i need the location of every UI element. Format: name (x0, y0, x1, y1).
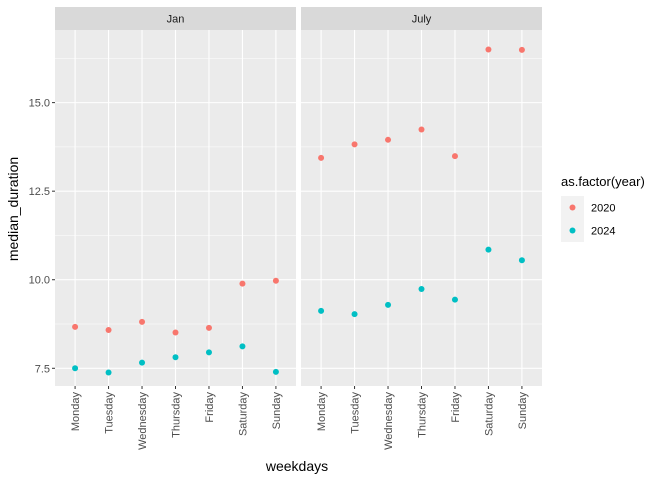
point-2020-july-saturday (485, 46, 492, 53)
facet-label-jan: Jan (167, 14, 185, 26)
facet-strip-july (301, 7, 542, 30)
x-axis: Monday Tuesday Wednesday Thursday Friday Satu… (70, 386, 529, 450)
point-2024-july-sunday (518, 257, 525, 264)
x-tick-label: Saturday (483, 392, 495, 437)
legend-label-2020: 2020 (591, 203, 615, 215)
x-tick-label: Thursday (171, 392, 183, 438)
x-tick-label: Tuesday (104, 392, 116, 434)
point-2020-jan-monday (72, 323, 79, 330)
legend-swatch-2020 (569, 204, 576, 211)
point-2024-july-wednesday (385, 301, 392, 308)
x-tick-label: Wednesday (383, 392, 395, 450)
point-2020-jan-friday (205, 324, 212, 331)
point-2020-jan-thursday (172, 329, 179, 336)
point-2024-jan-friday (205, 349, 212, 356)
x-axis-title: weekdays (265, 458, 328, 474)
point-2024-jan-monday (72, 365, 79, 372)
x-tick-label: Sunday (271, 392, 283, 430)
point-2020-jan-tuesday (105, 327, 112, 334)
y-axis: 7.5 10.0 12.5 15.0 (29, 98, 55, 375)
point-2020-july-sunday (518, 46, 525, 53)
legend-title: as.factor(year) (561, 174, 645, 189)
point-2024-jan-sunday (272, 368, 279, 375)
point-2024-july-monday (318, 307, 325, 314)
x-tick-label: Friday (204, 392, 216, 423)
x-tick-label: Saturday (237, 392, 249, 437)
point-2020-jan-sunday (272, 277, 279, 284)
point-2020-jan-saturday (239, 280, 246, 287)
x-tick-label: Monday (316, 392, 328, 432)
x-tick-label: Thursday (417, 392, 429, 438)
data-points (72, 46, 525, 376)
legend-label-2024: 2024 (591, 226, 615, 238)
y-tick-label: 10.0 (29, 275, 50, 287)
point-2020-july-monday (318, 154, 325, 161)
facet-label-july: July (412, 14, 432, 26)
y-tick-label: 12.5 (29, 186, 50, 198)
point-2024-july-tuesday (351, 311, 358, 318)
point-2020-july-tuesday (351, 141, 358, 148)
x-tick-label: Wednesday (137, 392, 149, 450)
x-tick-label: Friday (450, 392, 462, 423)
point-2024-jan-thursday (172, 354, 179, 361)
facet-panels: Jan July (55, 7, 542, 386)
y-axis-title: median_duration (5, 157, 21, 261)
panel-jan: Jan (55, 7, 296, 386)
x-tick-label: Monday (70, 392, 82, 432)
x-tick-label: Sunday (517, 392, 529, 430)
point-2020-july-thursday (418, 126, 425, 133)
x-tick-label: Tuesday (350, 392, 362, 434)
point-2024-july-thursday (418, 285, 425, 292)
point-2024-july-friday (451, 296, 458, 303)
point-2024-jan-tuesday (105, 369, 112, 376)
y-tick-label: 15.0 (29, 98, 50, 110)
legend: as.factor(year) 2020 2024 (561, 174, 645, 242)
point-2020-july-friday (451, 153, 458, 160)
point-2024-jan-wednesday (139, 359, 146, 366)
legend-swatch-2024 (569, 227, 576, 234)
point-2024-jan-saturday (239, 343, 246, 350)
facet-strip-jan (55, 7, 296, 30)
point-2024-july-saturday (485, 246, 492, 253)
panel-july: July (301, 7, 542, 386)
y-tick-label: 7.5 (35, 363, 50, 375)
point-2020-july-wednesday (385, 136, 392, 143)
point-2020-jan-wednesday (139, 318, 146, 325)
